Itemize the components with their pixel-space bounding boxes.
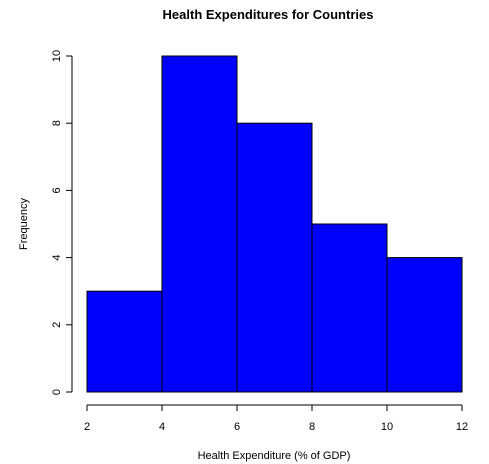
histogram-bar-1	[86, 290, 163, 393]
y-axis-label: Frequency	[18, 198, 30, 250]
y-tick-label: 6	[51, 187, 63, 193]
x-tick-label: 10	[381, 421, 393, 433]
bars-group	[86, 55, 463, 393]
x-tick-label: 2	[84, 421, 90, 433]
y-tick-label: 0	[51, 389, 63, 395]
x-tick-label: 6	[234, 421, 240, 433]
x-tick-label: 4	[159, 421, 165, 433]
y-tick-label: 2	[51, 322, 63, 328]
x-axis-label: Health Expenditure (% of GDP)	[198, 450, 351, 462]
x-tick-label: 12	[456, 421, 468, 433]
x-tick-label: 8	[309, 421, 315, 433]
y-axis: 0 2 4 6 8 10	[51, 50, 73, 395]
x-axis: 2 4 6 8 10 12	[84, 404, 468, 433]
histogram-bar-2	[161, 55, 238, 393]
histogram-bar-5	[386, 257, 463, 393]
histogram-bar-4	[311, 223, 388, 393]
chart-title: Health Expenditures for Countries	[163, 7, 374, 22]
y-tick-label: 8	[51, 120, 63, 126]
histogram-bar-3	[236, 122, 313, 393]
y-tick-label: 4	[51, 255, 63, 261]
y-tick-label: 10	[51, 50, 63, 62]
